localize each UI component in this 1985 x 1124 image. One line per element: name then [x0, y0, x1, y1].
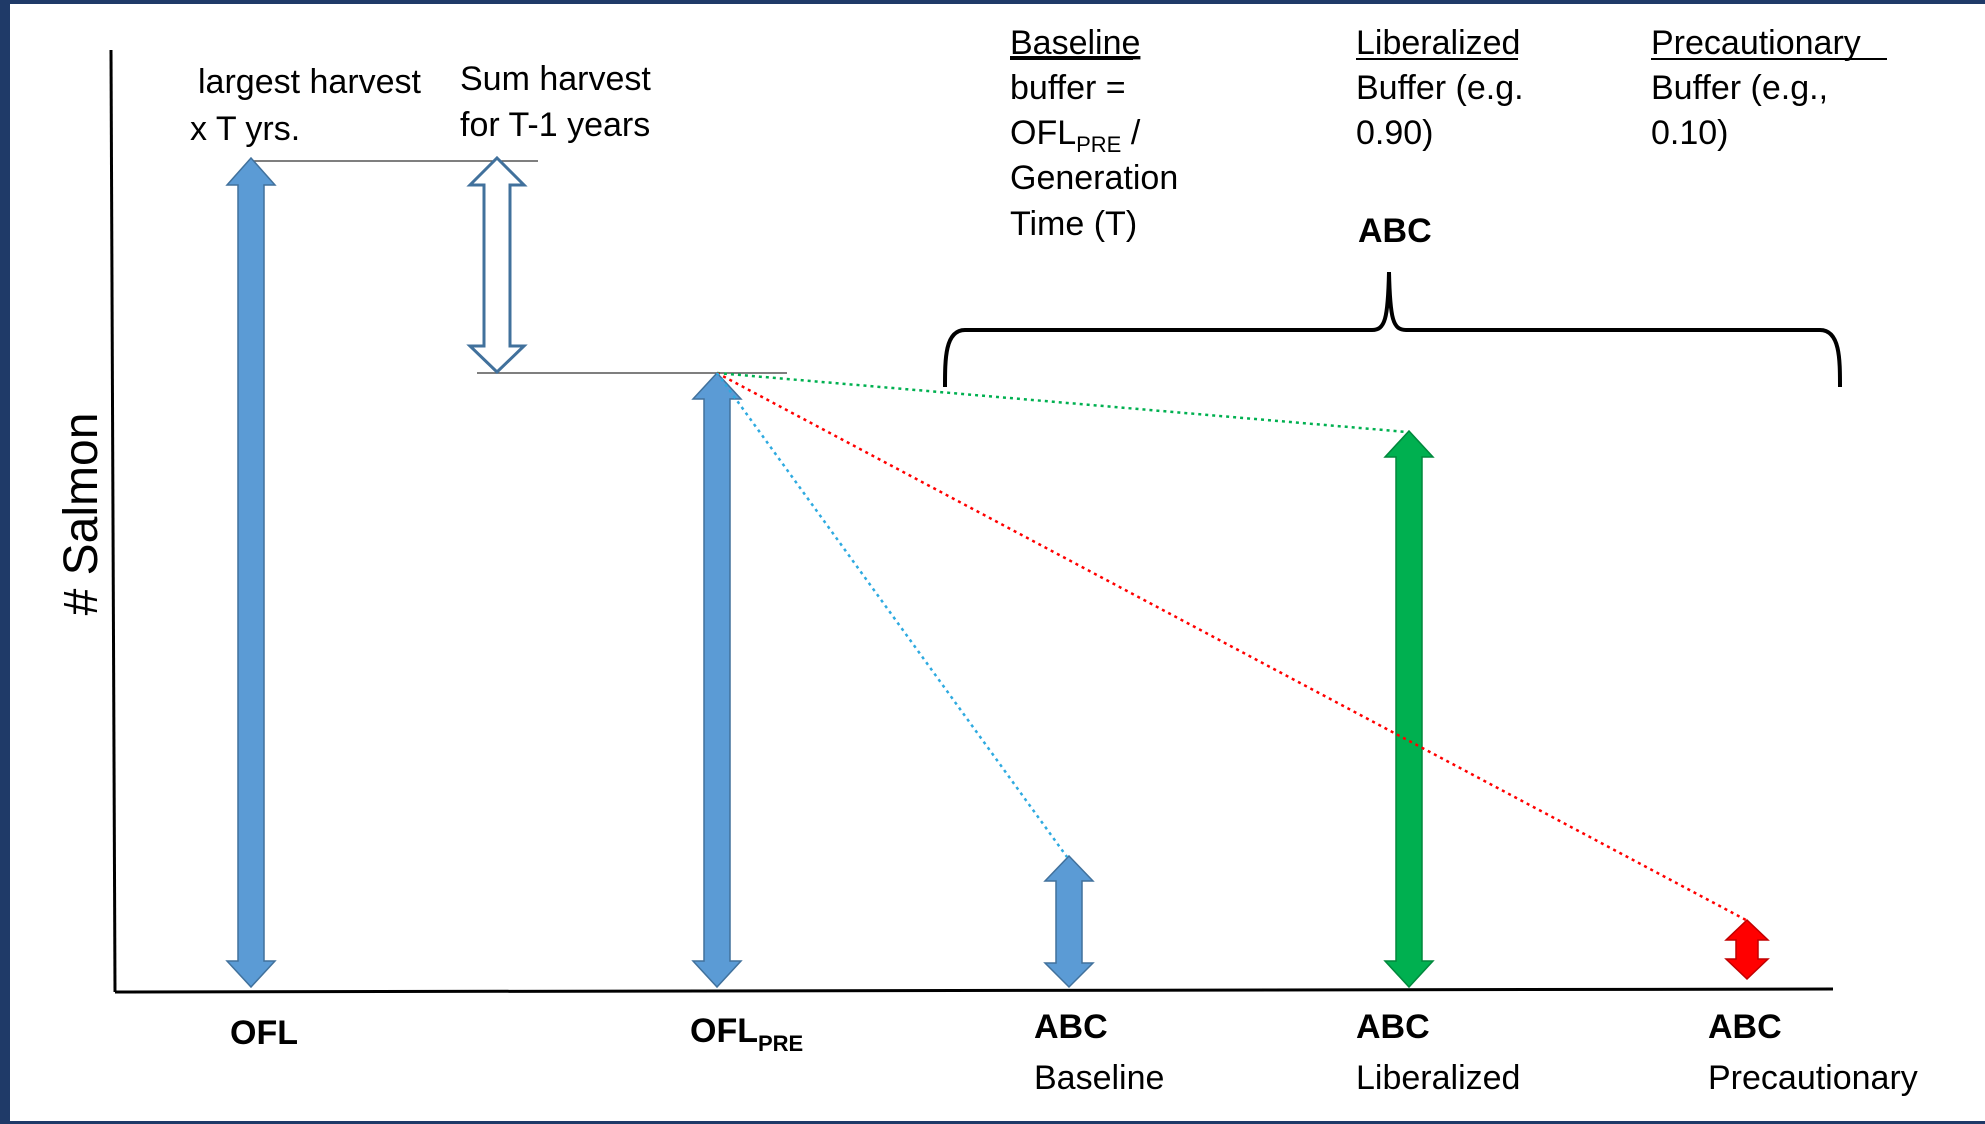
salmon-harvest-diagram: # Salmon ABC largest harvest x T yrs. Su… — [55, 24, 1918, 1097]
largest-harvest-line-2: x T yrs. — [190, 110, 300, 148]
liberalized-buffer-line-2: 0.90) — [1356, 114, 1434, 152]
ofl-pre-double-arrow — [691, 371, 743, 989]
baseline-ofl-pre-line: OFLPRE / — [1010, 114, 1141, 157]
ofl-label: OFL — [230, 1014, 298, 1052]
sum-harvest-line-1: Sum harvest — [460, 60, 651, 98]
largest-harvest-line-1: largest harvest — [198, 63, 422, 101]
ofl-pre-label-main: OFL — [690, 1012, 758, 1050]
sum-harvest-note: Sum harvest for T-1 years — [460, 60, 660, 144]
green-dotted-connector — [716, 371, 1408, 434]
baseline-heading: Baseline — [1010, 24, 1140, 62]
precautionary-heading: Precautionary — [1651, 24, 1861, 62]
liberalized-heading: Liberalized — [1356, 24, 1520, 62]
abc-liberalized-sublabel: Liberalized — [1356, 1059, 1520, 1097]
ofl-pre-label: OFLPRE — [690, 1012, 803, 1056]
baseline-ofl-sub: PRE — [1076, 132, 1121, 157]
baseline-buffer-line: buffer = — [1010, 69, 1126, 107]
abc-precautionary-double-arrow — [1724, 918, 1770, 981]
precautionary-buffer-line-2: 0.10) — [1651, 114, 1729, 152]
abc-brace-label: ABC — [1358, 212, 1432, 250]
slide: # Salmon ABC largest harvest x T yrs. Su… — [10, 4, 1985, 1121]
precautionary-buffer-line-1: Buffer (e.g., — [1651, 69, 1828, 107]
ofl-double-arrow — [225, 156, 277, 989]
abc-precautionary-sublabel: Precautionary — [1708, 1059, 1918, 1097]
y-axis — [109, 49, 117, 993]
x-axis — [114, 987, 1834, 994]
sum-harvest-hollow-arrow — [466, 155, 528, 375]
abc-curly-brace — [943, 271, 1842, 388]
abc-baseline-label: ABC — [1034, 1008, 1108, 1046]
ofl-pre-label-sub: PRE — [758, 1031, 803, 1056]
baseline-time-line: Time (T) — [1010, 205, 1137, 243]
abc-baseline-sublabel: Baseline — [1034, 1059, 1164, 1097]
y-axis-label: # Salmon — [55, 413, 108, 616]
baseline-ofl-tail: / — [1121, 114, 1140, 152]
cyan-dotted-connector — [715, 372, 1069, 858]
baseline-ofl-main: OFL — [1010, 114, 1076, 152]
abc-liberalized-label: ABC — [1356, 1008, 1430, 1046]
liberalized-buffer-line-1: Buffer (e.g. — [1356, 69, 1524, 107]
sum-harvest-line-2: for T-1 years — [460, 106, 650, 144]
baseline-generation-line: Generation — [1010, 159, 1178, 197]
abc-baseline-double-arrow — [1043, 854, 1095, 989]
abc-liberalized-double-arrow — [1383, 429, 1435, 989]
red-dotted-connector — [716, 371, 1747, 922]
largest-harvest-note: largest harvest x T yrs. — [190, 63, 430, 148]
abc-precautionary-label: ABC — [1708, 1008, 1782, 1046]
